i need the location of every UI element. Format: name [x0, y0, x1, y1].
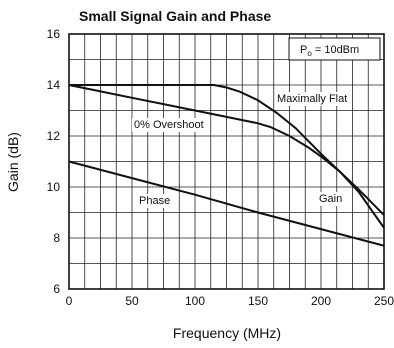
label-knockout [317, 192, 345, 206]
x-tick-label: 200 [311, 294, 331, 308]
x-tick-label: 100 [185, 294, 205, 308]
label-knockout [137, 194, 173, 208]
y-tick-label: 8 [53, 231, 60, 245]
annotation-maximally-flat: Maximally Flat [277, 93, 347, 105]
condition-box [288, 37, 381, 61]
series-line-phase [68, 160, 385, 247]
y-tick-label: 12 [47, 129, 61, 143]
x-tick-label: 50 [125, 294, 139, 308]
series-group [68, 84, 385, 247]
x-tick-label: 0 [66, 294, 73, 308]
grid [68, 33, 385, 290]
annotation-gain: Gain [319, 193, 342, 205]
x-tick-label: 250 [374, 294, 394, 308]
ticks-group: 0 50 100 150 200 250 6 8 10 12 14 16 [47, 27, 394, 308]
y-tick-label: 10 [47, 180, 61, 194]
annotation-phase: Phase [139, 195, 170, 207]
series-line-0-overshoot [68, 84, 385, 229]
x-tick-label: 150 [248, 294, 268, 308]
x-axis-label: Frequency (MHz) [173, 325, 281, 341]
condition-label: Po = 10dBm [300, 44, 359, 58]
annotation-overshoot: 0% Overshoot [134, 119, 204, 131]
label-knockout [132, 118, 206, 132]
chart-title: Small Signal Gain and Phase [79, 8, 271, 24]
y-tick-label: 16 [47, 27, 61, 41]
y-tick-label: 6 [53, 282, 60, 296]
label-knockout [275, 92, 350, 106]
y-axis-label: Gain (dB) [5, 132, 21, 192]
y-tick-label: 14 [47, 78, 61, 92]
